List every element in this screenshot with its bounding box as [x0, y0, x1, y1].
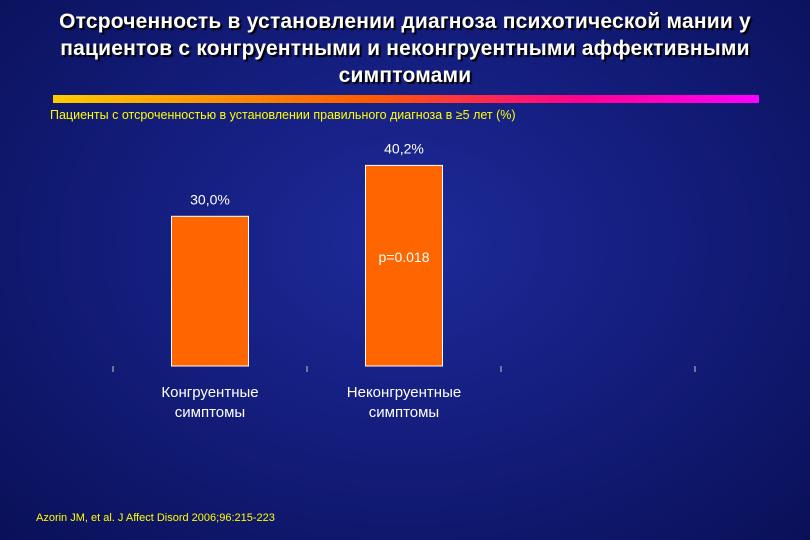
category-label-0-1: симптомы — [175, 404, 245, 421]
category-label-1-0: Неконгруентные — [347, 384, 461, 401]
title-line-1: Отсроченность в установлении диагноза пс… — [59, 10, 751, 33]
title-line-2: пациентов с конгруентными и неконгруентн… — [60, 37, 750, 60]
bar-value-label-0: 30,0% — [190, 191, 230, 207]
title-line-3: симптомами — [338, 64, 472, 87]
citation: Azorin JM, et al. J Affect Disord 2006;9… — [36, 512, 275, 524]
p-value-annotation: p=0.018 — [379, 249, 430, 265]
bar-0 — [171, 215, 249, 367]
category-label-0-0: Конгруентные — [161, 384, 258, 401]
title-divider — [53, 95, 759, 103]
chart-subtitle: Пациенты с отсроченностью в установлении… — [50, 108, 516, 122]
category-label-1-1: симптомы — [369, 404, 439, 421]
bar-1 — [365, 164, 443, 367]
bar-value-label-1: 40,2% — [384, 140, 424, 156]
page-title: Отсроченность в установлении диагноза пс… — [0, 8, 810, 89]
